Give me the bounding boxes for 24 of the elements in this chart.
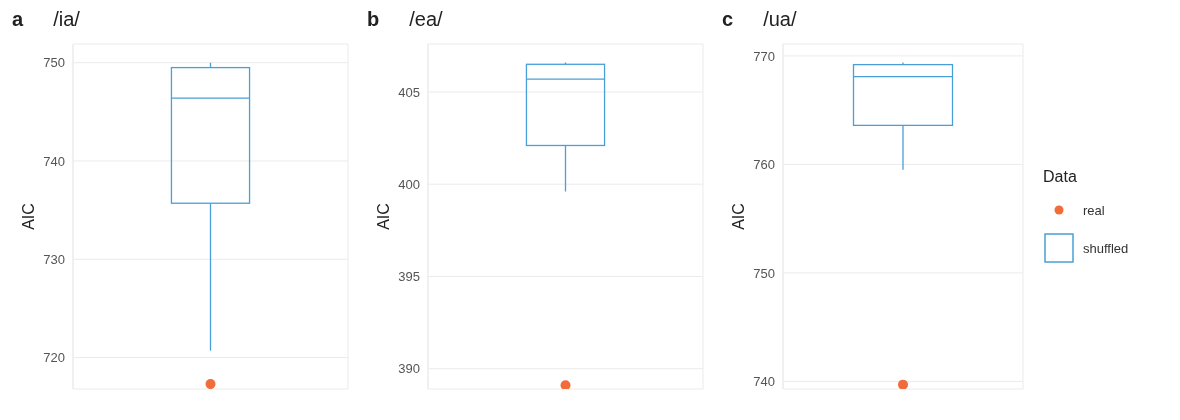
chart-title: /ea/: [409, 8, 443, 30]
legend-label: real: [1083, 202, 1105, 218]
y-tick-label: 390: [398, 361, 420, 377]
y-tick-label: 750: [43, 55, 65, 71]
chart-title: /ia/: [53, 8, 80, 30]
y-tick-label: 740: [753, 374, 775, 390]
y-tick-label: 770: [753, 48, 775, 64]
y-tick-label: 760: [753, 157, 775, 173]
y-tick-label: 720: [43, 350, 65, 366]
y-axis-title: AIC: [729, 203, 747, 230]
y-tick-label: 740: [43, 153, 65, 169]
y-tick-label: 395: [398, 269, 420, 285]
text: c: [722, 8, 734, 30]
text: a: [12, 8, 24, 30]
text: b: [367, 8, 380, 30]
chart-title: /ua/: [763, 8, 797, 30]
legend-label: shuffled: [1083, 240, 1129, 256]
y-tick-label: 400: [398, 176, 420, 192]
legend-title: Data: [1043, 168, 1078, 186]
y-tick-label: 730: [43, 251, 65, 267]
y-axis-title: AIC: [19, 203, 37, 230]
y-tick-label: 750: [753, 265, 775, 281]
y-tick-label: 405: [398, 84, 420, 100]
y-axis-title: AIC: [374, 203, 392, 230]
